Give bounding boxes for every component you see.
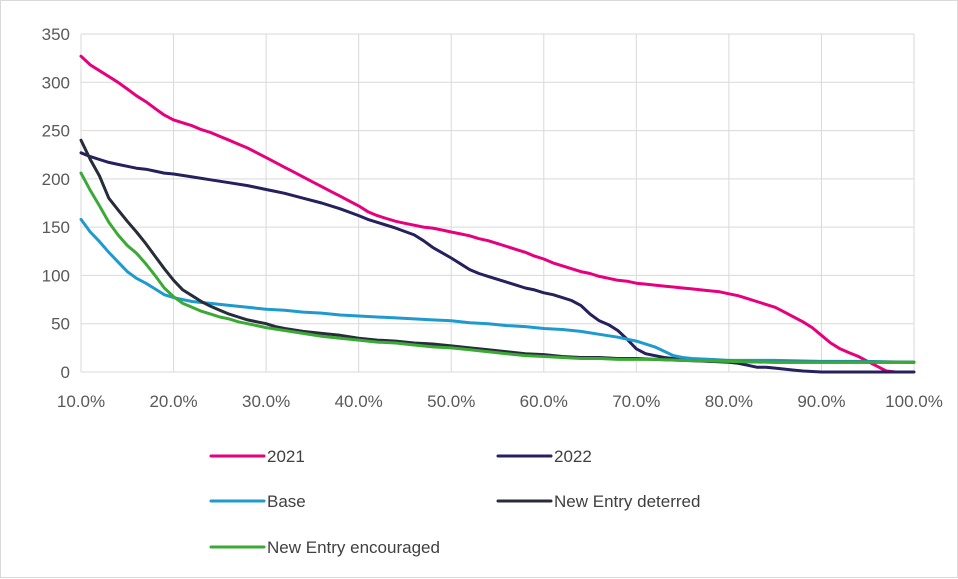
legend-label-base: Base <box>267 492 306 511</box>
axes: 0 50 100 150 200 250 300 350 10.0% 20.0% 30.0% 40.0… <box>42 25 943 411</box>
y-tick-label: 50 <box>51 315 70 334</box>
y-tick-label: 150 <box>42 218 70 237</box>
x-tick-label: 10.0% <box>57 392 105 411</box>
y-tick-label: 200 <box>42 170 70 189</box>
x-tick-label: 90.0% <box>797 392 845 411</box>
x-tick-label: 50.0% <box>427 392 475 411</box>
y-tick-label: 300 <box>42 73 70 92</box>
legend-label-2021: 2021 <box>267 447 305 466</box>
y-tick-label: 250 <box>42 122 70 141</box>
x-tick-label: 20.0% <box>149 392 197 411</box>
series-line-2021 <box>79 54 897 374</box>
x-tick-label: 30.0% <box>242 392 290 411</box>
legend-label-new-entry-deterred: New Entry deterred <box>554 492 700 511</box>
y-tick-label: 100 <box>42 266 70 285</box>
series-line-base <box>79 217 916 364</box>
legend: 2021 2022 Base New Entry deterred New Entry … <box>209 447 700 557</box>
series-lines <box>79 54 916 374</box>
series-line-2022 <box>79 151 916 374</box>
x-tick-label: 40.0% <box>335 392 383 411</box>
x-tick-label: 100.0% <box>885 392 943 411</box>
series-line-new-entry-encouraged <box>79 171 916 364</box>
x-tick-label: 60.0% <box>520 392 568 411</box>
legend-label-new-entry-encouraged: New Entry encouraged <box>267 538 440 557</box>
legend-label-2022: 2022 <box>554 447 592 466</box>
y-tick-label: 0 <box>61 363 70 382</box>
series-line-new-entry-deterred <box>79 138 916 364</box>
grid <box>81 33 915 372</box>
x-tick-label: 70.0% <box>612 392 660 411</box>
y-tick-label: 350 <box>42 25 70 44</box>
x-tick-label: 80.0% <box>705 392 753 411</box>
